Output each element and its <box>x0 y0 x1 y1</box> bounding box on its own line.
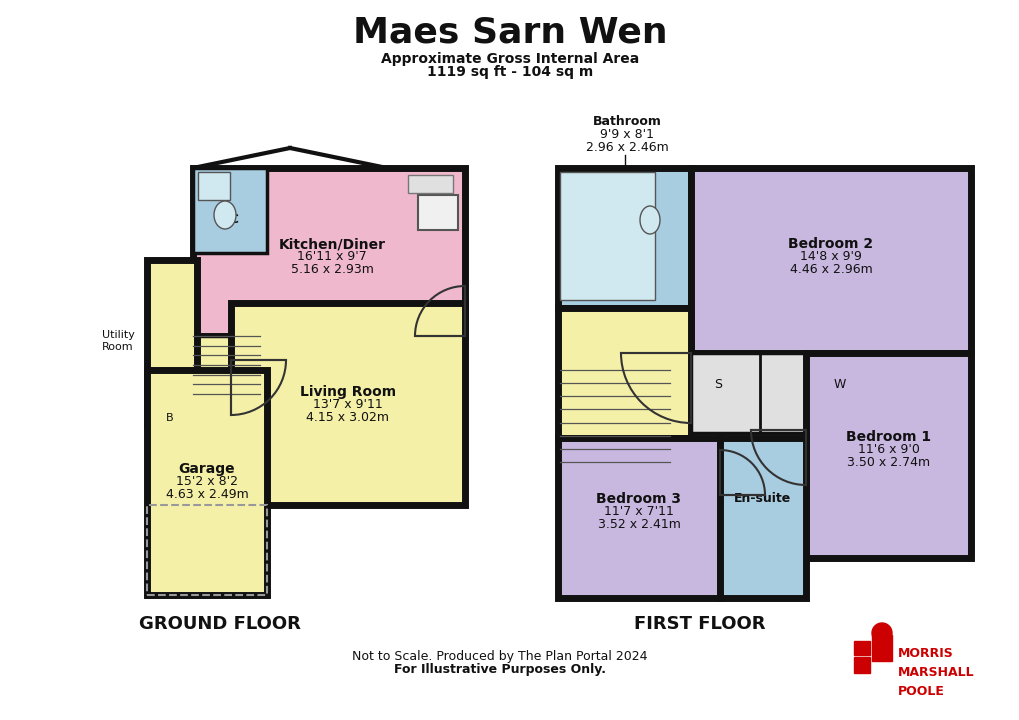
Ellipse shape <box>639 206 659 234</box>
Text: GROUND FLOOR: GROUND FLOOR <box>139 615 301 633</box>
Text: 15'2 x 8'2: 15'2 x 8'2 <box>176 475 237 488</box>
Circle shape <box>871 623 892 643</box>
Ellipse shape <box>214 201 235 229</box>
Text: FIRST FLOOR: FIRST FLOOR <box>634 615 765 633</box>
Bar <box>193 168 267 253</box>
Bar <box>871 635 892 661</box>
Bar <box>147 505 267 595</box>
Text: Bathroom: Bathroom <box>592 115 660 128</box>
Text: 9'9 x 8'1: 9'9 x 8'1 <box>599 128 653 141</box>
Text: Bedroom 1: Bedroom 1 <box>846 430 930 444</box>
Bar <box>230 303 465 505</box>
Text: 1119 sq ft - 104 sq m: 1119 sq ft - 104 sq m <box>427 65 592 79</box>
Bar <box>719 438 805 598</box>
Text: MORRIS
MARSHALL
POOLE: MORRIS MARSHALL POOLE <box>897 647 974 698</box>
Text: En-suite: En-suite <box>734 492 791 505</box>
Text: 11'7 x 7'11: 11'7 x 7'11 <box>603 505 674 518</box>
Text: Approximate Gross Internal Area: Approximate Gross Internal Area <box>380 52 639 66</box>
Text: 14'8 x 9'9: 14'8 x 9'9 <box>799 250 861 263</box>
Bar <box>408 175 452 193</box>
Text: Garage: Garage <box>178 462 235 476</box>
Text: 4.63 x 2.49m: 4.63 x 2.49m <box>165 488 249 501</box>
Text: 4.15 x 3.02m: 4.15 x 3.02m <box>306 411 389 424</box>
Bar <box>853 657 869 673</box>
Text: 13'7 x 9'11: 13'7 x 9'11 <box>313 398 382 411</box>
Text: For Illustrative Purposes Only.: For Illustrative Purposes Only. <box>393 663 605 676</box>
Text: 5.16 x 2.93m: 5.16 x 2.93m <box>290 263 373 276</box>
Text: Not to Scale. Produced by The Plan Portal 2024: Not to Scale. Produced by The Plan Porta… <box>352 650 647 663</box>
Text: B: B <box>166 413 173 423</box>
Text: Maes Sarn Wen: Maes Sarn Wen <box>353 15 666 49</box>
Text: 4.46 x 2.96m: 4.46 x 2.96m <box>789 263 871 276</box>
Bar <box>557 168 690 308</box>
Bar <box>690 353 805 433</box>
Bar <box>193 168 465 336</box>
Text: Bedroom 2: Bedroom 2 <box>788 237 872 251</box>
Bar <box>147 370 267 595</box>
Text: 3.50 x 2.74m: 3.50 x 2.74m <box>847 456 929 469</box>
Bar <box>559 172 654 300</box>
Text: 11'6 x 9'0: 11'6 x 9'0 <box>857 443 919 456</box>
Text: S: S <box>713 378 721 391</box>
Text: Utility
Room: Utility Room <box>102 330 135 352</box>
Text: Kitchen/Diner: Kitchen/Diner <box>278 237 385 251</box>
Text: 2.96 x 2.46m: 2.96 x 2.46m <box>585 141 667 154</box>
Bar <box>418 195 458 230</box>
Bar <box>198 172 229 200</box>
Text: Bedroom 3: Bedroom 3 <box>596 492 681 506</box>
Bar <box>147 260 197 425</box>
Text: W: W <box>833 378 846 391</box>
Bar <box>805 353 970 558</box>
Bar <box>557 308 690 438</box>
Bar <box>193 336 273 394</box>
Bar <box>557 438 719 598</box>
Text: 16'11 x 9'7: 16'11 x 9'7 <box>297 250 367 263</box>
Text: 3.52 x 2.41m: 3.52 x 2.41m <box>597 518 680 531</box>
Text: WC: WC <box>216 213 239 226</box>
Bar <box>853 641 869 655</box>
Bar <box>690 168 970 353</box>
Text: Living Room: Living Room <box>300 385 395 399</box>
